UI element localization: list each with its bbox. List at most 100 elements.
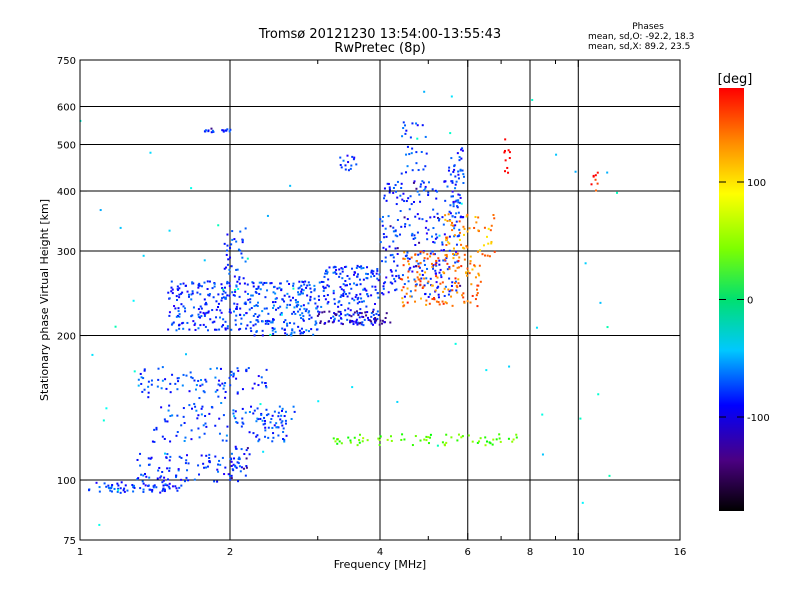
data-point <box>403 257 406 260</box>
data-point <box>389 269 392 272</box>
data-point <box>341 267 344 270</box>
data-point <box>290 417 293 420</box>
data-point <box>430 235 433 238</box>
data-point <box>390 439 393 442</box>
data-point <box>310 316 313 319</box>
data-point <box>245 457 248 460</box>
data-point <box>183 480 186 483</box>
data-point <box>458 159 461 162</box>
data-point <box>469 301 472 304</box>
data-point <box>434 289 437 292</box>
data-point <box>347 161 350 164</box>
data-point <box>449 204 452 207</box>
data-point <box>404 124 407 127</box>
data-point <box>267 322 270 325</box>
data-point <box>332 437 335 440</box>
data-point <box>218 379 221 382</box>
data-point <box>223 473 226 476</box>
data-point <box>261 320 264 323</box>
data-point <box>199 316 202 319</box>
data-point <box>468 272 471 275</box>
data-point <box>246 292 249 295</box>
data-point <box>507 437 510 440</box>
data-point <box>378 273 381 276</box>
data-point <box>252 432 255 435</box>
data-point <box>455 180 458 183</box>
data-point <box>264 429 267 432</box>
data-point <box>178 486 181 489</box>
data-point <box>208 453 211 456</box>
data-point <box>233 302 236 305</box>
data-point <box>484 444 487 447</box>
data-point <box>345 265 348 268</box>
data-point <box>366 266 369 269</box>
data-point <box>171 414 174 417</box>
data-point <box>245 327 248 330</box>
data-point <box>455 284 458 287</box>
data-point <box>180 424 183 427</box>
data-point <box>400 225 403 228</box>
data-point <box>450 436 453 439</box>
data-point <box>166 467 169 470</box>
data-point <box>132 486 135 489</box>
data-point <box>454 277 457 280</box>
data-point <box>370 312 373 315</box>
data-point <box>241 417 244 420</box>
data-point <box>418 278 421 281</box>
data-point <box>190 315 193 318</box>
data-point <box>326 302 329 305</box>
data-point <box>213 285 216 288</box>
data-point <box>171 322 174 325</box>
data-point <box>204 130 207 133</box>
data-point <box>359 308 362 311</box>
data-point <box>414 285 417 288</box>
data-point <box>360 265 363 268</box>
data-point <box>574 170 577 173</box>
data-point <box>378 438 381 441</box>
data-point <box>184 462 187 465</box>
data-point <box>400 186 403 189</box>
data-point <box>427 194 430 197</box>
data-point <box>141 390 144 393</box>
data-point <box>395 288 398 291</box>
data-point <box>452 202 455 205</box>
data-point <box>254 312 257 315</box>
data-point <box>451 215 454 218</box>
data-point <box>406 251 409 254</box>
data-point <box>401 297 404 300</box>
data-point <box>460 436 463 439</box>
data-point <box>222 290 225 293</box>
data-point <box>230 465 233 468</box>
data-point <box>207 329 210 332</box>
data-point <box>255 291 258 294</box>
data-point <box>307 311 310 314</box>
data-point <box>232 409 235 412</box>
data-point <box>208 293 211 296</box>
data-point <box>427 191 430 194</box>
data-point <box>284 422 287 425</box>
data-point <box>411 147 414 150</box>
data-point <box>476 305 479 308</box>
data-point <box>452 205 455 208</box>
data-point <box>203 298 206 301</box>
data-point <box>401 301 404 304</box>
data-point <box>400 289 403 292</box>
data-point <box>410 295 413 298</box>
data-point <box>440 276 443 279</box>
data-point <box>284 332 287 335</box>
data-point <box>136 458 139 461</box>
data-point <box>197 427 200 430</box>
data-point <box>257 375 260 378</box>
data-point <box>147 484 150 487</box>
data-point <box>166 478 169 481</box>
data-point <box>427 295 430 298</box>
data-point <box>457 193 460 196</box>
data-point <box>335 268 338 271</box>
data-point <box>174 382 177 385</box>
data-point <box>223 286 226 289</box>
data-point <box>273 424 276 427</box>
data-point <box>297 310 300 313</box>
data-point <box>326 294 329 297</box>
data-point <box>343 290 346 293</box>
data-point <box>274 330 277 333</box>
